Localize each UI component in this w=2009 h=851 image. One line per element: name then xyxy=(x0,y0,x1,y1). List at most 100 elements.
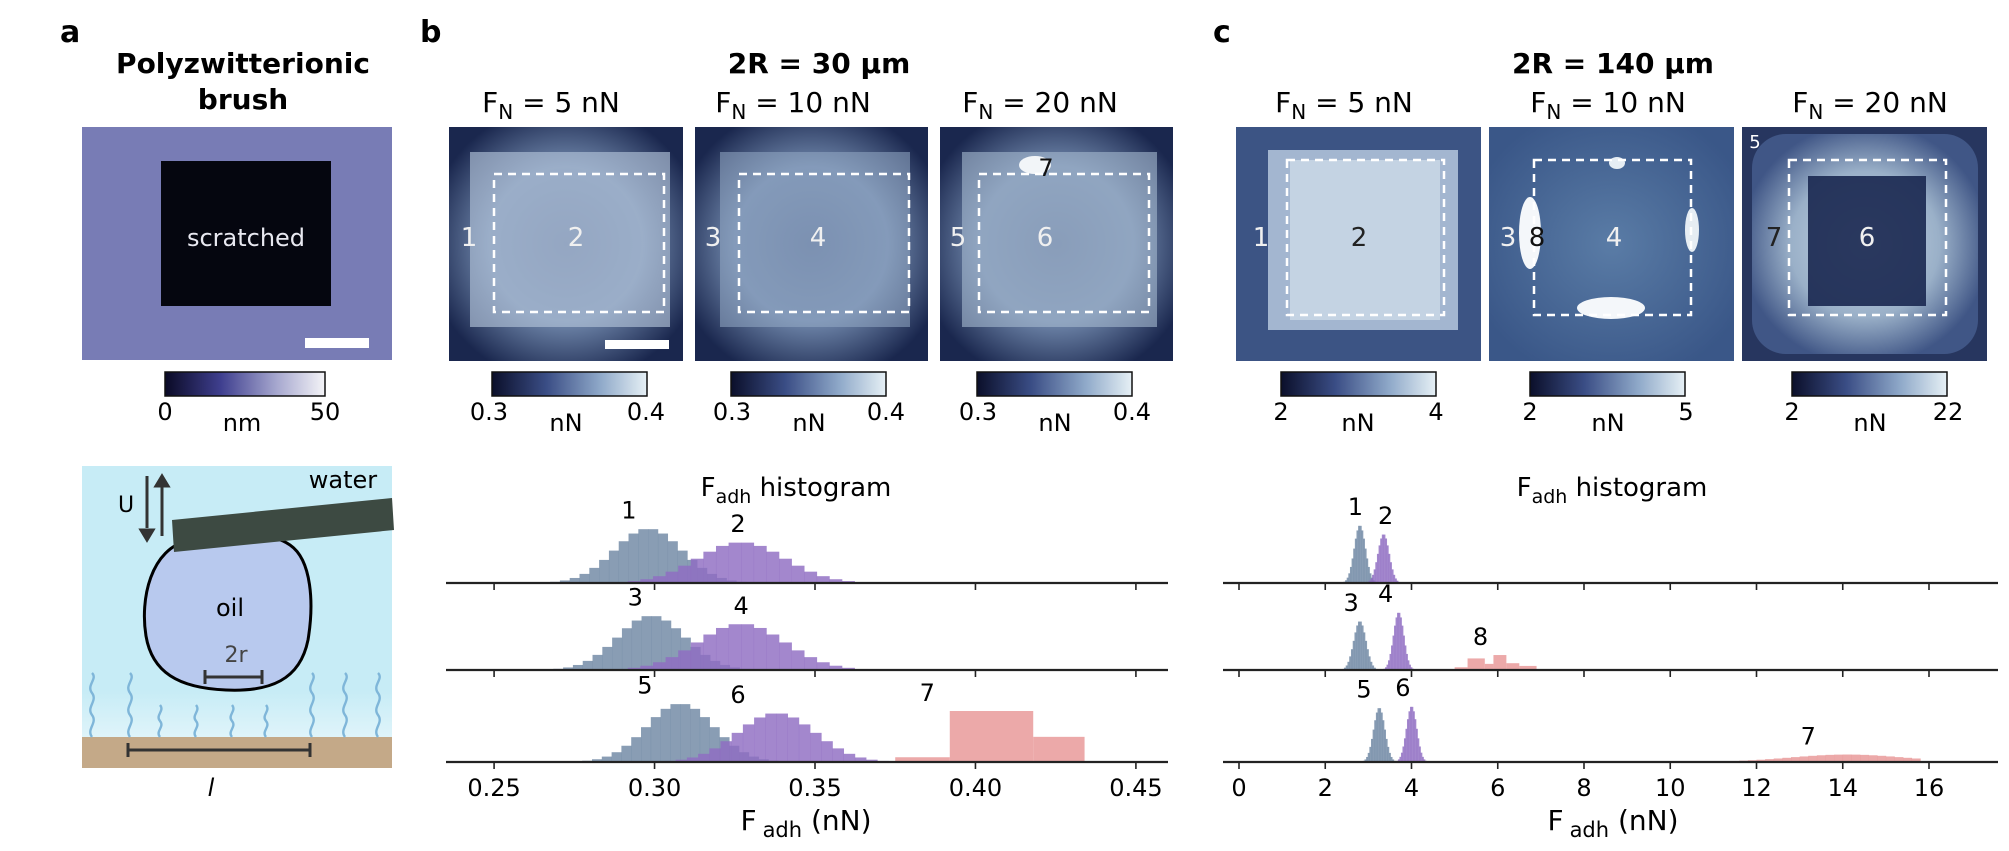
hist-bar-2 xyxy=(829,579,843,583)
roi-box xyxy=(1532,158,1693,317)
hist-bar-2 xyxy=(652,576,666,583)
hist-bar-1 xyxy=(1354,538,1357,583)
panel-a-title-line1: Polyzwitterionic xyxy=(116,47,370,80)
hist-bar-6 xyxy=(1416,728,1418,762)
hist-bar-4 xyxy=(703,634,717,670)
hist-bar-7 xyxy=(1765,759,1775,762)
hist-bar-3 xyxy=(1368,656,1371,670)
hist-bar-6 xyxy=(765,713,777,762)
x-tick-label: 0.30 xyxy=(628,774,681,802)
hist-bar-3 xyxy=(1373,667,1376,670)
hist-bar-2 xyxy=(804,571,818,583)
hist-bar-5 xyxy=(1374,720,1377,762)
hist-bar-6 xyxy=(821,741,833,762)
hist-bar-3 xyxy=(1361,625,1364,670)
x-tick-label: 4 xyxy=(1404,774,1419,802)
hist-bar-4 xyxy=(741,624,755,670)
hist-bar-3 xyxy=(631,620,642,670)
hist-bar-4 xyxy=(1389,653,1392,670)
hist-bar-3 xyxy=(612,637,623,670)
hist-bar-1 xyxy=(638,529,649,583)
hist-bar-3 xyxy=(1359,621,1362,670)
hist-bar-5 xyxy=(1380,712,1383,762)
hist-bar-6 xyxy=(1417,738,1420,762)
xlabel-sub: adh xyxy=(1570,818,1610,842)
x-tick-label: 0.25 xyxy=(467,774,520,802)
panel-a-title-line2: brush xyxy=(198,83,288,116)
hist-bar-4 xyxy=(1388,660,1390,670)
scratched-label: scratched xyxy=(187,224,305,252)
xlabel-rest: (nN) xyxy=(1609,804,1678,837)
hist-bar-7 xyxy=(1816,755,1826,762)
oil-droplet xyxy=(142,532,313,692)
fn-label: FN = 20 nN xyxy=(1792,86,1948,124)
hist-bar-1 xyxy=(1369,573,1372,583)
hist-bar-5 xyxy=(709,727,720,762)
hist-bar-1 xyxy=(559,580,571,583)
hist-bar-4 xyxy=(829,665,843,670)
hist-bar-3 xyxy=(1365,640,1368,670)
hist-bar-1 xyxy=(657,533,669,583)
roi-box xyxy=(977,172,1151,314)
hist-bar-7 xyxy=(1808,755,1818,762)
hist-bar-8 xyxy=(1506,663,1520,670)
region-label-inside: 4 xyxy=(1606,223,1623,253)
hist-bar-3 xyxy=(1366,649,1369,670)
hist-bar-6 xyxy=(843,753,856,762)
hist-bar-2 xyxy=(640,579,654,583)
hist-bar-4 xyxy=(804,657,818,670)
hist-bar-5 xyxy=(1377,708,1380,762)
hist-bar-4 xyxy=(1397,612,1399,670)
x-tick-label: 16 xyxy=(1914,774,1945,802)
title-sub: adh xyxy=(1532,486,1568,508)
hist-bar-6 xyxy=(1399,756,1402,762)
hist-bar-1 xyxy=(1356,530,1359,583)
hist-bar-4 xyxy=(665,657,679,670)
brush-chains xyxy=(89,672,381,738)
series-label-4: 4 xyxy=(1378,580,1393,608)
series-label-3: 3 xyxy=(628,584,643,612)
hist-bar-4 xyxy=(1401,625,1404,670)
hist-bar-3 xyxy=(1363,632,1366,670)
hist-bar-4 xyxy=(1400,617,1402,670)
scan-length-bar xyxy=(126,743,312,757)
hist-bar-4 xyxy=(652,662,666,670)
hist-bar-4 xyxy=(1392,635,1395,670)
hist-bar-6 xyxy=(1414,719,1417,762)
colorbar-max: 50 xyxy=(310,398,341,426)
hist-bar-2 xyxy=(678,565,692,583)
hist-bar-5 xyxy=(1382,720,1385,762)
hist-bar-5 xyxy=(650,717,661,762)
hist-bar-3 xyxy=(661,620,672,670)
hist-bar-4 xyxy=(1394,625,1396,670)
hist-bar-4 xyxy=(791,650,805,670)
hist-bar-6 xyxy=(1413,711,1415,762)
hist-bar-1 xyxy=(1366,558,1369,583)
roi-box xyxy=(1285,158,1446,317)
hist-bar-7 xyxy=(1834,754,1844,762)
colorbar-unit: nm xyxy=(223,409,262,437)
colorbar-min: 2 xyxy=(1522,398,1537,426)
hist-bar-2 xyxy=(1372,574,1374,583)
fn-label: FN = 10 nN xyxy=(715,86,871,124)
hist-bar-2 xyxy=(715,545,729,583)
hist-bar-7 xyxy=(1825,754,1835,762)
region-label-inside: 2 xyxy=(1351,223,1368,253)
hist-bar-4 xyxy=(778,642,792,670)
colorbar-min: 2 xyxy=(1273,398,1288,426)
hist-bar-4 xyxy=(1410,667,1413,670)
hist-bar-2 xyxy=(1380,538,1383,583)
hist-bar-6 xyxy=(686,757,699,762)
region-label-outside: 1 xyxy=(1253,223,1270,253)
hist-bar-5 xyxy=(601,756,612,762)
colorbar-max: 4 xyxy=(1428,398,1443,426)
colorbar-min: 0.3 xyxy=(470,398,508,426)
fn-label: FN = 5 nN xyxy=(482,86,620,124)
u-label: U xyxy=(118,493,134,518)
hist-bar-7 xyxy=(1903,757,1913,762)
region-label-extra: 5 xyxy=(1749,132,1760,153)
hist-bar-6 xyxy=(1408,711,1411,762)
region-label-extra: 8 xyxy=(1529,223,1546,253)
map-c-5nn: FN = 5 nN 1 2 2 nN 4 xyxy=(1236,86,1481,437)
x-tick-label: 0.45 xyxy=(1109,774,1162,802)
